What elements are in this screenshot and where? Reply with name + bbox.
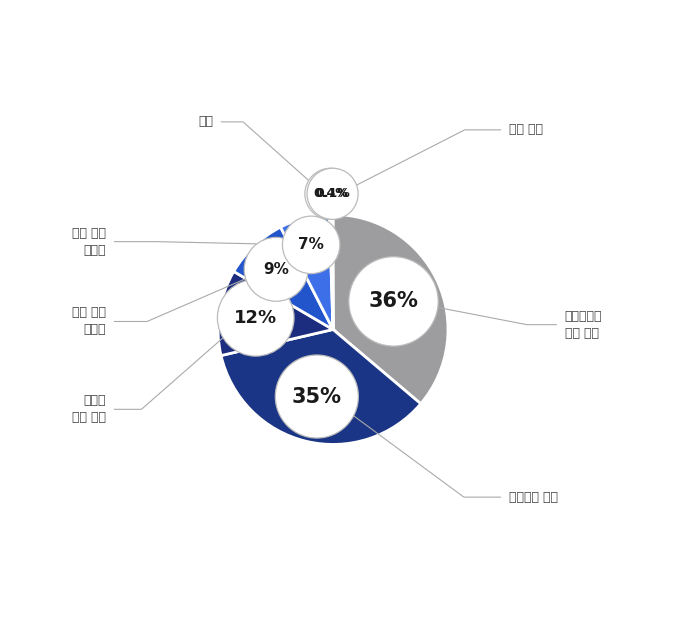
Text: 조명 개선: 조명 개선 [509, 124, 543, 136]
Circle shape [276, 355, 358, 438]
Text: 12%: 12% [234, 308, 278, 327]
Text: 재생에너지
사용 확대: 재생에너지 사용 확대 [565, 310, 602, 340]
Text: 기타: 기타 [198, 115, 213, 129]
Text: 9%: 9% [263, 262, 289, 277]
Text: 제조 공정
효율화: 제조 공정 효율화 [72, 307, 106, 337]
Circle shape [218, 280, 294, 356]
Circle shape [307, 168, 358, 219]
Text: 7%: 7% [298, 238, 324, 252]
Text: 35%: 35% [292, 386, 342, 406]
Text: 0.1%: 0.1% [315, 187, 350, 200]
Circle shape [305, 168, 356, 219]
Wedge shape [234, 227, 333, 329]
Wedge shape [218, 271, 333, 356]
Wedge shape [333, 214, 448, 404]
Wedge shape [221, 329, 421, 445]
Text: 공정가스 처리: 공정가스 처리 [509, 491, 558, 503]
Text: 설비 운전
효율화: 설비 운전 효율화 [72, 226, 106, 256]
Text: 고효율
설비 도입: 고효율 설비 도입 [72, 394, 106, 424]
Circle shape [244, 238, 308, 302]
Circle shape [349, 256, 439, 346]
Wedge shape [280, 214, 333, 329]
Wedge shape [332, 214, 333, 329]
Wedge shape [329, 214, 333, 329]
Text: 36%: 36% [368, 292, 419, 312]
Circle shape [282, 216, 340, 273]
Text: 0.4%: 0.4% [313, 187, 348, 200]
